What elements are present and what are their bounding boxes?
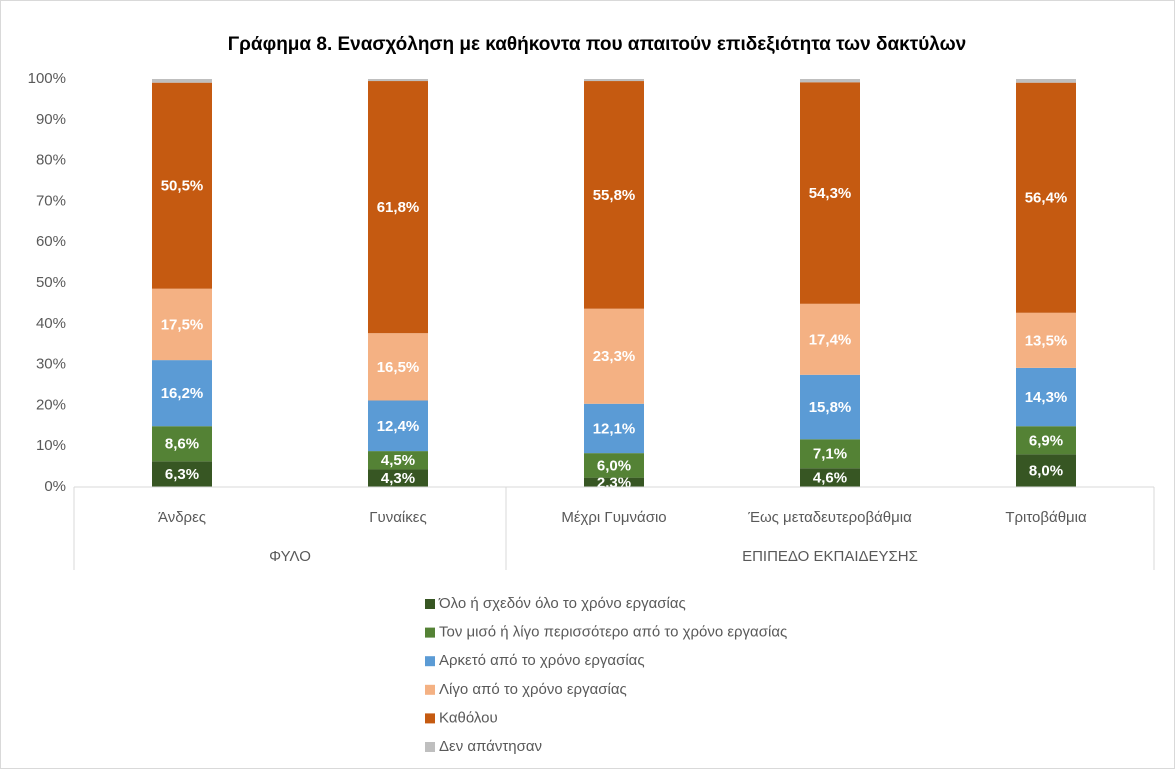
bar-segment <box>584 403 644 454</box>
data-label: 23,3% <box>593 348 636 365</box>
legend-swatch <box>425 742 435 752</box>
bar-segment <box>152 79 212 83</box>
bar-segment <box>1016 312 1076 368</box>
data-label: 8,0% <box>1029 463 1063 480</box>
y-tick-label: 80% <box>36 152 66 169</box>
data-label: 4,3% <box>381 470 415 487</box>
y-tick-label: 100% <box>28 70 66 87</box>
legend-swatch <box>425 656 435 667</box>
legend-label: Δεν απάντησαν <box>439 738 542 755</box>
bar-segment <box>800 374 860 440</box>
bar-segment <box>368 81 428 334</box>
group-label: ΦΥΛΟ <box>269 548 311 565</box>
legend-label: Τον μισό ή λίγο περισσότερο από το χρόνο… <box>439 624 787 641</box>
bar-segment <box>152 82 212 289</box>
bar-segment <box>368 79 428 82</box>
data-label: 56,4% <box>1025 190 1068 207</box>
data-label: 17,4% <box>809 331 852 348</box>
data-label: 13,5% <box>1025 332 1068 349</box>
x-tick-label: Γυναίκες <box>369 509 426 526</box>
group-label: ΕΠΙΠΕΔΟ ΕΚΠΑΙΔΕΥΣΗΣ <box>742 548 918 565</box>
y-tick-label: 10% <box>36 437 66 454</box>
legend-label: Αρκετό από το χρόνο εργασίας <box>439 652 645 669</box>
x-tick-label: Μέχρι Γυμνάσιο <box>561 509 666 526</box>
bar-segment <box>800 82 860 304</box>
bar-segment <box>584 79 644 82</box>
legend-swatch <box>425 627 435 638</box>
y-tick-label: 40% <box>36 315 66 332</box>
bar-segment <box>1016 426 1076 455</box>
bar-segment <box>368 400 428 452</box>
chart-title: Γράφημα 8. Ενασχόληση με καθήκοντα που α… <box>228 34 967 55</box>
y-tick-label: 20% <box>36 396 66 413</box>
x-tick-label: Άνδρες <box>158 509 206 526</box>
bar-segment <box>1016 454 1076 487</box>
y-tick-label: 60% <box>36 233 66 250</box>
bar-segment <box>800 303 860 375</box>
data-label: 54,3% <box>809 185 852 202</box>
bar-segment <box>800 439 860 469</box>
bar-segment <box>1016 367 1076 427</box>
y-tick-label: 70% <box>36 192 66 209</box>
data-label: 7,1% <box>813 446 847 463</box>
bar-segment <box>152 426 212 462</box>
bar-segment <box>368 451 428 470</box>
bar-segment <box>1016 79 1076 83</box>
data-label: 6,9% <box>1029 432 1063 449</box>
bar-segment <box>368 469 428 487</box>
bar-segment <box>584 453 644 478</box>
y-tick-label: 50% <box>36 274 66 291</box>
bar-segment <box>1016 82 1076 313</box>
bar-segment <box>152 461 212 487</box>
data-label: 16,2% <box>161 385 204 402</box>
x-tick-label: Τριτοβάθμια <box>1005 509 1087 526</box>
legend-swatch <box>425 713 435 724</box>
bar-segment <box>584 477 644 487</box>
bar-segment <box>584 308 644 404</box>
legend-label: Καθόλου <box>439 709 498 726</box>
data-label: 6,3% <box>165 466 199 483</box>
y-tick-label: 0% <box>44 478 66 495</box>
x-tick-label: Έως μεταδευτεροβάθμια <box>747 509 912 526</box>
bar-segment <box>368 333 428 401</box>
bar-segment <box>152 360 212 427</box>
legend-swatch <box>425 684 435 695</box>
data-label: 14,3% <box>1025 389 1068 406</box>
data-label: 6,0% <box>597 457 631 474</box>
data-label: 61,8% <box>377 199 420 216</box>
legend-label: Όλο ή σχεδόν όλο το χρόνο εργασίας <box>438 595 686 612</box>
legend-swatch <box>425 599 435 609</box>
data-label: 8,6% <box>165 436 199 453</box>
data-label: 16,5% <box>377 359 420 376</box>
y-tick-label: 30% <box>36 356 66 373</box>
bar-segment <box>800 468 860 487</box>
bar-segment <box>800 79 860 83</box>
data-label: 12,4% <box>377 418 420 435</box>
data-label: 17,5% <box>161 316 204 333</box>
data-label: 15,8% <box>809 399 852 416</box>
legend-label: Λίγο από το χρόνο εργασίας <box>439 681 627 698</box>
data-label: 4,5% <box>381 452 415 469</box>
y-tick-label: 90% <box>36 111 66 128</box>
data-label: 12,1% <box>593 420 636 437</box>
data-label: 50,5% <box>161 178 204 195</box>
data-label: 4,6% <box>813 470 847 487</box>
bar-segment <box>584 81 644 309</box>
data-label: 55,8% <box>593 187 636 204</box>
bar-segment <box>152 288 212 361</box>
